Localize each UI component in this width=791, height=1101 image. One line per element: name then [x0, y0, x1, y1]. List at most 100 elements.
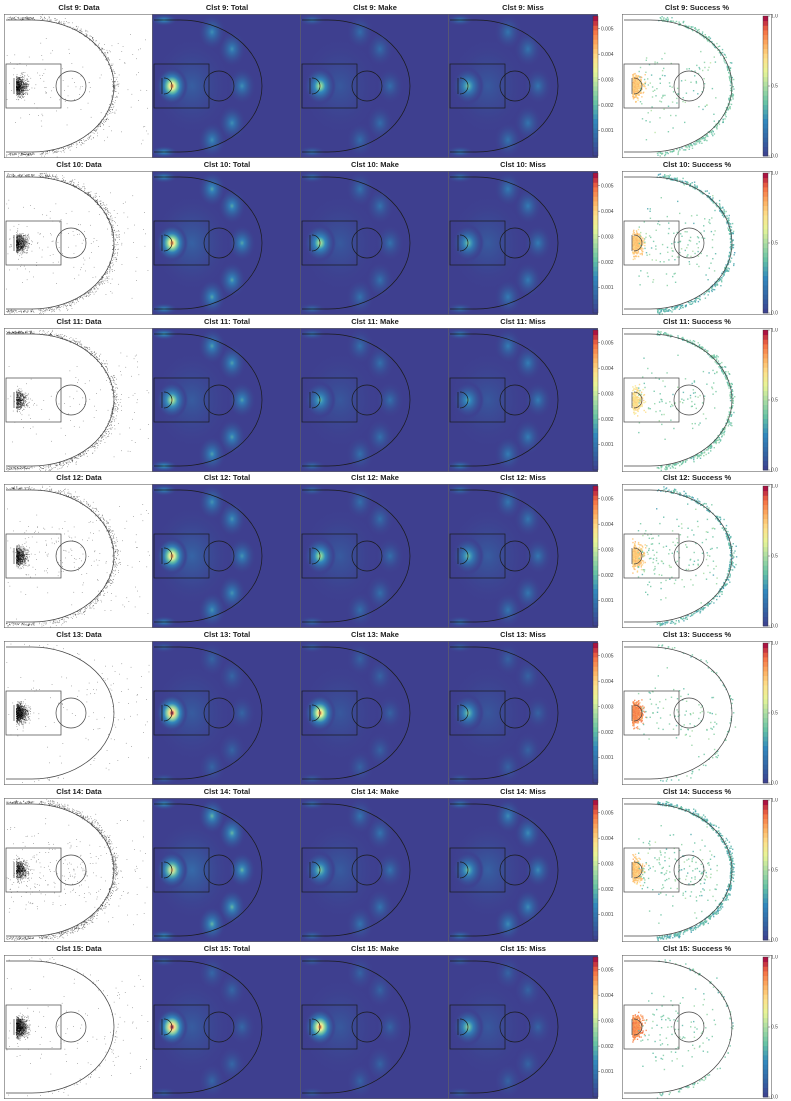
colorbar-swatch — [763, 851, 768, 857]
colorbar-swatch — [763, 205, 768, 211]
success-colorbar-svg: 1.0 0.5 0.0 — [762, 955, 778, 1099]
colorbar-swatch — [593, 1022, 598, 1028]
colorbar-swatch — [593, 657, 598, 663]
plot-area — [300, 641, 450, 786]
colorbar-swatch — [593, 741, 598, 747]
colorbar-tick-label: 0.0 — [771, 154, 778, 158]
colorbar-swatch — [763, 874, 768, 880]
midrange-density — [152, 349, 232, 450]
colorbar-swatch — [593, 308, 598, 314]
colorbar-swatch — [763, 598, 768, 604]
success-colorbar: 1.0 0.5 0.0 — [762, 955, 791, 1099]
colorbar-swatch — [763, 58, 768, 64]
colorbar-swatch — [763, 505, 768, 511]
colorbar-swatch — [593, 385, 598, 391]
colorbar-swatch — [593, 537, 598, 543]
panel-title: Clst 9: Make — [353, 3, 397, 12]
panel-title: Clst 14: Make — [351, 787, 399, 796]
court-lines — [153, 803, 263, 937]
colorbar-swatch — [763, 142, 768, 148]
colorbar-swatch — [593, 643, 598, 649]
cluster-row: Clst 11: Data Clst 11: Total Clst 11: Make… — [0, 316, 791, 472]
colorbar-swatch — [593, 1059, 598, 1065]
colorbar-swatch — [763, 837, 768, 843]
colorbar-swatch — [593, 408, 598, 414]
success-colorbar: 1.0 0.5 0.0 — [762, 14, 791, 158]
colorbar-tick-label: 0.005 — [601, 967, 614, 973]
colorbar-tick-label: 0.0 — [771, 624, 778, 628]
colorbar-swatch — [763, 376, 768, 382]
colorbar-swatch — [763, 542, 768, 548]
colorbar-swatch — [763, 1003, 768, 1009]
colorbar-swatch — [593, 1050, 598, 1056]
colorbar-tick-label: 0.002 — [601, 1044, 614, 1050]
court-lines — [301, 646, 411, 780]
colorbar-swatch — [763, 750, 768, 756]
colorbar-swatch — [763, 408, 768, 414]
midrange-density — [152, 192, 232, 293]
panel-title: Clst 13: Success % — [662, 630, 732, 640]
panel-title: Clst 15: Data — [56, 943, 102, 953]
colorbar-swatch — [593, 67, 598, 73]
colorbar-swatch — [593, 62, 598, 68]
colorbar-swatch — [763, 675, 768, 681]
density-colorbar: 0.005 0.004 0.003 0.002 0.001 — [592, 955, 632, 1099]
colorbar-swatch — [763, 680, 768, 686]
colorbar-swatch — [593, 500, 598, 506]
arc-density-1 — [228, 1008, 256, 1045]
plot-area — [448, 484, 598, 629]
panel-title: Clst 9: Data — [58, 3, 100, 12]
panel-title: Clst 14: Miss — [500, 787, 546, 796]
panel-success: Clst 11: Success % — [622, 316, 772, 472]
court-lines — [5, 803, 115, 937]
colorbar-swatch — [763, 1068, 768, 1074]
plot-area — [4, 484, 154, 629]
colorbar-swatch — [593, 893, 598, 899]
colorbar-swatch — [593, 912, 598, 918]
colorbar-swatch — [593, 528, 598, 534]
colorbar-swatch — [593, 394, 598, 400]
colorbar-tick-label: 0.003 — [601, 391, 614, 397]
colorbar-swatch — [593, 865, 598, 871]
colorbar-tick-label: 0.0 — [771, 1094, 778, 1098]
colorbar-swatch — [763, 62, 768, 68]
colorbar-swatch — [763, 436, 768, 442]
colorbar-swatch — [593, 16, 598, 22]
colorbar-swatch — [763, 809, 768, 815]
midrange-density — [448, 36, 528, 136]
colorbar-swatch — [763, 432, 768, 438]
court-lines — [623, 803, 733, 937]
panel-data: Clst 9: Data — [4, 2, 154, 158]
scatter-background — [4, 798, 154, 942]
colorbar-swatch — [593, 533, 598, 539]
colorbar-swatch — [763, 500, 768, 506]
colorbar-swatch — [763, 390, 768, 396]
court-lines — [5, 490, 115, 623]
arc-density-1 — [228, 538, 256, 575]
panel-miss: Clst 12: Miss — [448, 472, 598, 629]
midrange-density — [300, 36, 380, 136]
midrange-density — [448, 506, 528, 607]
colorbar-tick-label: 0.004 — [601, 209, 614, 215]
colorbar-swatch — [763, 48, 768, 54]
colorbar-swatch — [593, 205, 598, 211]
arc-density-4 — [494, 749, 522, 786]
density-colorbar: 0.005 0.004 0.003 0.002 0.001 — [592, 484, 632, 628]
success-colorbar: 1.0 0.5 0.0 — [762, 798, 791, 942]
colorbar-swatch — [763, 621, 768, 627]
court-lines — [623, 490, 733, 623]
panel-total: Clst 15: Total — [152, 943, 302, 1099]
colorbar-swatch — [763, 214, 768, 220]
colorbar-swatch — [763, 523, 768, 529]
colorbar-swatch — [593, 800, 598, 806]
colorbar-swatch — [593, 142, 598, 148]
panel-total: Clst 13: Total — [152, 629, 302, 786]
colorbar-tick-label: 0.004 — [601, 679, 614, 685]
arc-density-4 — [198, 1062, 226, 1099]
panel-success: Clst 14: Success % — [622, 786, 772, 942]
colorbar-swatch — [593, 39, 598, 45]
colorbar-swatch — [763, 1017, 768, 1023]
colorbar-swatch — [763, 832, 768, 838]
panel-make: Clst 11: Make — [300, 316, 450, 472]
colorbar-swatch — [763, 935, 768, 941]
